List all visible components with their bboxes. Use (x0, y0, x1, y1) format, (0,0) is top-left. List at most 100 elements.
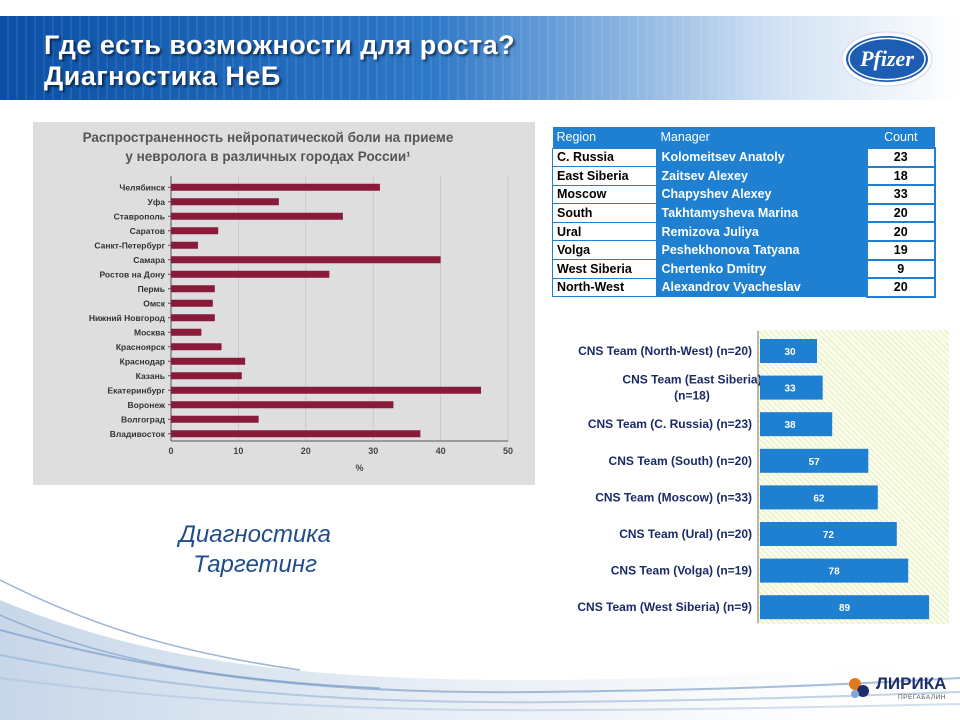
left-chart-category-label: Нижний Новгород (89, 313, 166, 323)
right-chart-bar (760, 339, 817, 363)
left-chart-category-label: Челябинск (119, 182, 165, 192)
count-cell: 20 (865, 202, 936, 224)
left-chart-category-label: Саратов (130, 226, 165, 236)
left-chart-bar (171, 343, 222, 351)
right-chart-bar (760, 522, 897, 546)
left-chart-xtick-label: 0 (168, 446, 173, 456)
left-chart-bar (171, 183, 380, 191)
right-chart-data-label: 38 (784, 420, 796, 431)
table-row: C. Russia Kolomeitsev Anatoly 23 (552, 147, 936, 168)
region-cell: Volga (552, 240, 658, 261)
left-chart-bar (171, 212, 343, 220)
right-chart-category-label: CNS Team (Volga) (n=19) (611, 564, 752, 578)
right-chart-bar (760, 412, 833, 437)
left-chart-title-line-1: Распространенность нейропатической боли … (82, 130, 454, 145)
left-chart-bar (171, 357, 246, 365)
header-band (0, 16, 960, 100)
right-chart-category-label: CNS Team (Moscow) (n=33) (595, 490, 752, 504)
caption: Диагностика Таргетинг (150, 520, 360, 580)
region-cell: South (552, 203, 658, 223)
lyrica-logo-text: ЛИРИКА (876, 674, 947, 693)
manager-cell: Zaitsev Alexey (656, 166, 867, 186)
right-chart-bar (760, 375, 823, 400)
left-chart-category-label: Владивосток (110, 429, 166, 439)
right-chart-category-label: CNS Team (North-West) (n=20) (578, 344, 752, 358)
right-chart-data-label: 62 (813, 493, 825, 504)
count-cell: 18 (865, 165, 936, 187)
left-chart-category-label: Санкт-Петербург (94, 240, 165, 250)
right-chart-category-label: CNS Team (Ural) (n=20) (619, 527, 752, 541)
left-chart-bar (171, 430, 421, 438)
right-chart-category-label: CNS Team (East Siberia) (622, 373, 761, 387)
left-chart-category-label: Омск (143, 298, 166, 308)
right-chart-category-label: CNS Team (West Siberia) (n=9) (577, 600, 752, 614)
right-chart-data-label: 33 (784, 384, 796, 395)
left-chart-bar (171, 415, 259, 423)
left-chart-category-label: Самара (133, 255, 165, 265)
right-chart-data-label: 57 (809, 457, 821, 468)
table-row: South Takhtamysheva Marina 20 (552, 202, 936, 224)
lyrica-logo-mark-icon (849, 678, 869, 698)
table-header-manager: Manager (656, 127, 867, 148)
region-cell: C. Russia (552, 147, 658, 168)
left-chart-bar (171, 198, 279, 206)
left-chart-category-label: Екатеринбург (107, 385, 165, 395)
left-chart-xtick-label: 40 (436, 446, 446, 456)
page-title: Где есть возможности для роста? Диагност… (44, 30, 515, 92)
manager-cell: Chapyshev Alexey (656, 184, 867, 205)
left-chart-category-label: Ставрополь (114, 211, 165, 221)
left-chart-category-label: Воронеж (128, 400, 166, 410)
left-chart-xtick-label: 30 (368, 446, 378, 456)
caption-line-2: Таргетинг (193, 551, 317, 578)
right-chart-category-label: (n=18) (674, 389, 710, 403)
right-chart-category-label: CNS Team (C. Russia) (n=23) (588, 417, 752, 431)
left-chart-bar (171, 241, 198, 249)
right-chart-data-label: 72 (823, 530, 835, 541)
count-cell: 23 (865, 147, 936, 168)
left-chart-category-label: Москва (134, 327, 165, 337)
manager-cell: Chertenko Dmitry (656, 259, 867, 279)
pfizer-logo: Pfizer (840, 30, 934, 88)
left-chart-xtick-label: 10 (233, 446, 243, 456)
left-chart-title: Распространенность нейропатической боли … (33, 128, 503, 166)
left-chart-category-label: Краснодар (120, 356, 165, 366)
left-chart-category-label: Ростов на Дону (99, 269, 165, 279)
pfizer-logo-text: Pfizer (859, 46, 914, 71)
left-chart-bar (171, 299, 213, 307)
left-chart-svg: 0 10 20 30 40 50 Челябинск Уфа Ставрополь Саратов… (89, 176, 513, 473)
manager-cell: Kolomeitsev Anatoly (656, 147, 867, 168)
caption-line-1: Диагностика (178, 521, 331, 548)
right-chart-data-label: 30 (784, 347, 796, 358)
table-row: Ural Remizova Juliya 20 (552, 221, 936, 242)
left-chart-bar (171, 401, 394, 409)
left-chart-category-label: Красноярск (116, 342, 166, 352)
table-row: Volga Peshekhonova Tatyana 19 (552, 239, 936, 261)
left-chart-category-label: Казань (136, 371, 165, 381)
manager-cell: Alexandrov Vyacheslav (656, 277, 867, 298)
left-chart-bar (171, 227, 219, 235)
left-chart-bar (171, 328, 202, 336)
left-chart-category-label: Волгоград (121, 414, 166, 424)
table-header-count: Count (866, 127, 935, 148)
table-row: West Siberia Chertenko Dmitry 9 (552, 258, 936, 280)
count-cell: 20 (865, 221, 936, 242)
right-chart-category-label: CNS Team (South) (n=20) (609, 454, 752, 468)
count-cell: 20 (865, 277, 936, 298)
managers-table: Region Manager Count C. Russia Kolomeitse… (552, 127, 936, 298)
manager-cell: Takhtamysheva Marina (656, 203, 867, 223)
region-cell: Ural (552, 221, 658, 242)
right-chart-bar (760, 448, 869, 473)
left-chart-xtick-label: 50 (503, 446, 513, 456)
left-chart-category-label: Уфа (148, 197, 166, 207)
table-header-row: Region Manager Count (552, 127, 935, 148)
region-cell: East Siberia (552, 166, 658, 186)
count-cell: 9 (865, 258, 936, 280)
right-chart-bar (760, 485, 878, 510)
left-chart-bar (171, 256, 441, 264)
left-chart-bar (171, 285, 215, 293)
manager-cell: Peshekhonova Tatyana (656, 240, 867, 261)
title-line-1: Где есть возможности для роста? (44, 30, 516, 60)
right-chart-data-label: 78 (829, 567, 841, 578)
left-chart-bar (171, 270, 330, 278)
left-chart-bar (171, 314, 215, 322)
